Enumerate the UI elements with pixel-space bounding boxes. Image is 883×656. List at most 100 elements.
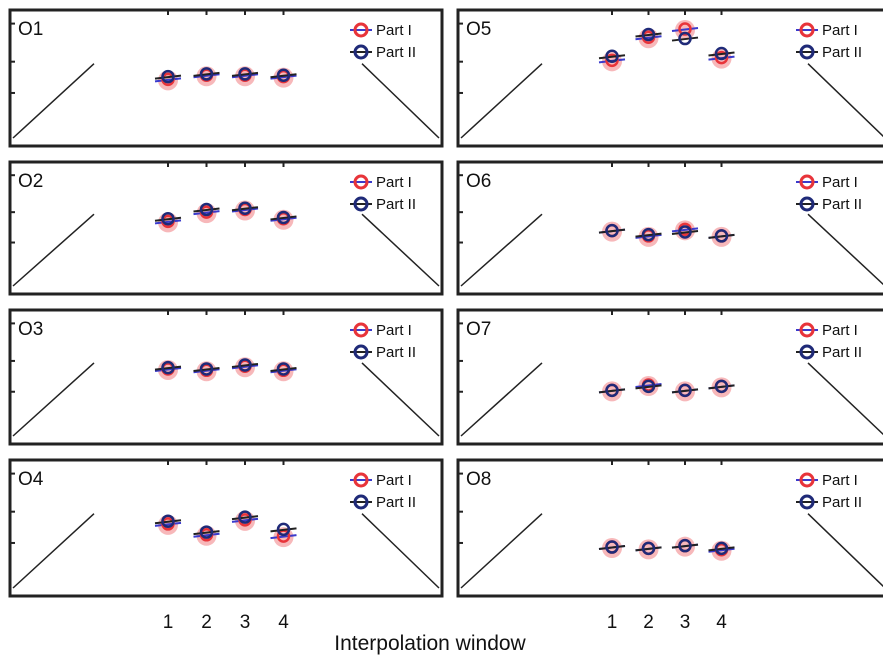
- legend-label-part-i: Part I: [376, 322, 412, 339]
- x-tick-label: 3: [240, 612, 251, 633]
- part-ii-segment: [598, 545, 626, 551]
- part-ii-segment: [708, 233, 735, 239]
- panel-frame: [456, 160, 883, 296]
- legend-marker-part-i: [799, 22, 815, 38]
- part-ii-segment: [270, 366, 297, 372]
- part-ii-segment: [231, 362, 259, 368]
- diagonal-line-right: [807, 362, 883, 436]
- part-ii-segment: [193, 530, 220, 536]
- part-i-segment: [671, 27, 699, 33]
- part-ii-point: [199, 67, 214, 81]
- part-ii-segment: [193, 207, 220, 213]
- part-ii-point: [714, 46, 729, 61]
- panel-o8: O8 Part I Part II: [456, 458, 883, 598]
- legend-label-part-ii: Part II: [822, 494, 862, 511]
- x-axis-title: Interpolation window: [334, 632, 526, 655]
- x-tick-label: 2: [201, 612, 212, 633]
- part-i-segment: [154, 366, 182, 372]
- part-ii-segment: [154, 519, 182, 525]
- part-ii-point: [276, 522, 291, 537]
- part-i-segment: [193, 210, 220, 216]
- part-ii-segment: [154, 74, 182, 80]
- part-ii-point: [161, 212, 175, 226]
- part-ii-segment: [154, 365, 182, 371]
- panel-label: O1: [18, 19, 43, 40]
- part-ii-point: [605, 383, 619, 398]
- legend-label-part-i: Part I: [376, 174, 412, 191]
- part-ii-point: [714, 541, 729, 556]
- legend-label-part-ii: Part II: [822, 196, 862, 213]
- part-i-segment: [635, 383, 662, 389]
- part-ii-point: [714, 229, 729, 243]
- part-ii-point: [161, 69, 175, 84]
- panel-frame: [8, 308, 444, 446]
- legend-marker-part-ii: [799, 196, 815, 212]
- part-ii-point: [161, 360, 175, 375]
- part-ii-segment: [671, 388, 699, 394]
- part-ii-segment: [154, 216, 182, 222]
- part-i-segment: [231, 364, 259, 370]
- part-ii-point: [641, 227, 656, 242]
- panel-o7: O7 Part I Part II: [456, 308, 883, 446]
- x-tick-label: 4: [716, 612, 727, 633]
- part-i-segment: [154, 77, 182, 83]
- legend-marker-part-ii: [353, 196, 369, 212]
- diagonal-line-left: [12, 213, 95, 287]
- x-tick-label: 4: [278, 612, 289, 633]
- part-ii-segment: [671, 543, 699, 549]
- part-ii-segment: [193, 71, 220, 77]
- legend-label-part-ii: Part II: [376, 44, 416, 61]
- part-i-segment: [231, 517, 259, 523]
- legend-label-part-ii: Part II: [822, 344, 862, 361]
- part-ii-segment: [635, 384, 662, 390]
- legend-label-part-i: Part I: [376, 22, 412, 39]
- part-ii-segment: [635, 546, 662, 552]
- diagonal-line-left: [12, 362, 95, 437]
- diagonal-line-right: [807, 213, 883, 286]
- x-tick-label: 1: [607, 612, 618, 633]
- part-ii-segment: [708, 546, 735, 552]
- diagonal-line-left: [460, 63, 543, 139]
- part-ii-point: [276, 210, 291, 225]
- part-i-segment: [635, 233, 662, 239]
- panel-o1: O1 Part I Part II: [8, 8, 444, 148]
- panel-o2: O2 Part I Part II: [8, 160, 444, 296]
- legend-label-part-ii: Part II: [376, 344, 416, 361]
- diagonal-line-right: [361, 513, 440, 589]
- part-ii-point: [641, 379, 656, 394]
- part-i-segment: [270, 74, 297, 80]
- part-ii-point: [238, 67, 252, 81]
- part-ii-point: [714, 379, 729, 394]
- x-tick-label: 2: [643, 612, 654, 633]
- part-i-segment: [231, 73, 259, 79]
- part-i-segment: [154, 521, 182, 527]
- panel-frame: [456, 308, 883, 446]
- legend-marker-part-ii: [799, 494, 815, 510]
- part-ii-point: [276, 68, 291, 83]
- panel-frame: [8, 8, 444, 148]
- part-ii-point: [678, 31, 692, 46]
- part-ii-segment: [598, 228, 626, 234]
- panel-o5: O5 Part I Part II: [456, 8, 883, 148]
- part-i-segment: [193, 73, 220, 79]
- diagonal-line-left: [12, 513, 95, 589]
- panel-o3: O3 Part I Part II: [8, 308, 444, 446]
- part-ii-point: [641, 541, 656, 556]
- part-ii-point: [678, 225, 692, 239]
- panel-label: O6: [466, 171, 491, 192]
- part-ii-point: [238, 510, 252, 524]
- part-ii-segment: [231, 71, 259, 77]
- legend-marker-part-i: [353, 174, 369, 190]
- part-ii-segment: [598, 388, 626, 394]
- part-ii-point: [641, 27, 656, 42]
- legend-marker-part-ii: [353, 344, 369, 360]
- legend-marker-part-i: [353, 22, 369, 38]
- diagonal-line-right: [361, 362, 440, 437]
- diagonal-line-right: [807, 513, 883, 588]
- part-ii-point: [238, 358, 252, 372]
- legend-marker-part-i: [799, 174, 815, 190]
- part-ii-segment: [635, 232, 662, 238]
- panel-label: O7: [466, 319, 491, 340]
- part-i-segment: [231, 207, 259, 213]
- part-ii-segment: [708, 51, 735, 57]
